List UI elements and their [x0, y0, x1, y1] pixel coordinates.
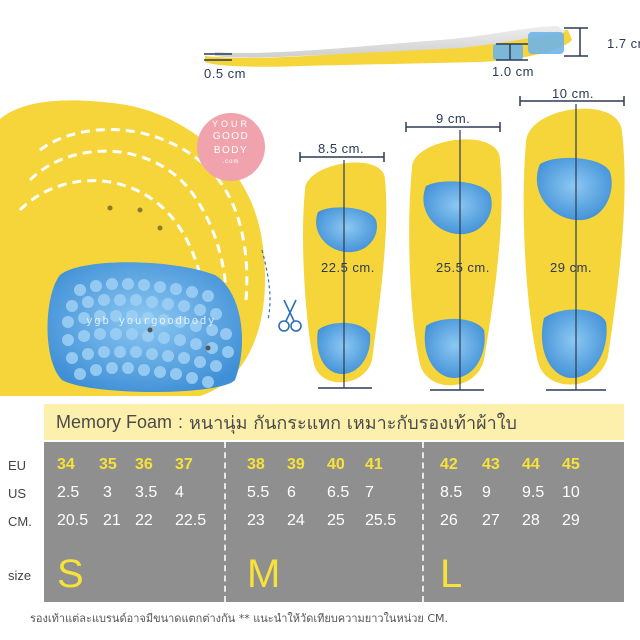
- group-divider: [422, 442, 424, 602]
- insole-closeup: [0, 100, 302, 396]
- cm-size-cell: 25.5: [365, 512, 397, 529]
- size-letter: M: [247, 552, 281, 596]
- logo-line-1: YOUR: [211, 119, 250, 129]
- eu-size-cell: 45: [562, 456, 580, 473]
- row-label-cm: CM.: [8, 514, 32, 529]
- size-letter: L: [440, 552, 463, 596]
- us-size-cell: 9.5: [522, 484, 545, 501]
- insole-3-length: 29 cm.: [550, 260, 593, 275]
- insole-1-width: 8.5 cm.: [318, 141, 365, 156]
- headline-desc: หนานุ่ม กันกระแทก เหมาะกับรองเท้าผ้าใบ: [189, 412, 517, 434]
- insole-2-width: 9 cm.: [436, 111, 471, 126]
- us-size-cell: 3: [103, 484, 112, 501]
- cm-size-cell: 26: [440, 512, 458, 529]
- cm-size-cell: 23: [247, 512, 265, 529]
- feature-headline: Memory Foam : หนานุ่ม กันกระแทก เหมาะกับ…: [44, 404, 624, 440]
- size-letter: S: [57, 552, 84, 596]
- size-chart: 34 35 36 37 2.5 3 3.5 4 20.5 21 22 22.5 …: [44, 442, 624, 602]
- eu-size-cell: 44: [522, 456, 540, 473]
- cm-size-cell: 24: [287, 512, 305, 529]
- eu-size-cell: 42: [440, 456, 458, 473]
- insole-side-profile: [204, 26, 588, 67]
- insole-drawing: [0, 26, 625, 396]
- cm-size-cell: 20.5: [57, 512, 89, 529]
- height-toe-label: 0.5 cm: [204, 66, 247, 81]
- cm-size-cell: 22: [135, 512, 153, 529]
- cm-size-cell: 21: [103, 512, 121, 529]
- logo-line-2: GOOD: [212, 131, 250, 142]
- insole-small: [299, 152, 387, 389]
- eu-size-cell: 40: [327, 456, 345, 473]
- cm-size-cell: 22.5: [175, 512, 207, 529]
- us-size-cell: 9: [482, 484, 491, 501]
- row-label-eu: EU: [8, 458, 27, 473]
- row-label-size: size: [8, 568, 32, 583]
- watermark-text: ygb yourgoodbody: [86, 314, 216, 327]
- headline-label: Memory Foam: [56, 411, 173, 432]
- eu-size-cell: 43: [482, 456, 500, 473]
- row-label-us: US: [8, 486, 27, 501]
- us-size-cell: 5.5: [247, 484, 270, 501]
- headline-sep: :: [178, 411, 184, 432]
- group-divider: [224, 442, 226, 602]
- us-size-cell: 8.5: [440, 484, 463, 501]
- eu-size-cell: 35: [99, 456, 117, 473]
- scissors-icon: [278, 299, 302, 332]
- insole-3-width: 10 cm.: [552, 86, 595, 101]
- insole-medium: [405, 122, 502, 391]
- us-size-cell: 4: [175, 484, 184, 501]
- logo-line-3: BODY: [213, 145, 249, 156]
- us-size-cell: 10: [562, 484, 580, 501]
- eu-size-cell: 41: [365, 456, 383, 473]
- logo-sub: .com: [222, 159, 240, 165]
- eu-size-cell: 34: [57, 456, 75, 473]
- brand-logo: YOUR GOOD BODY .com: [197, 113, 265, 181]
- sizing-footnote: รองเท้าแต่ละแบรนด์อาจมีขนาดแตกต่างกัน **…: [30, 612, 448, 625]
- height-heel-label: 1.7 cm: [607, 36, 640, 51]
- cm-size-cell: 27: [482, 512, 500, 529]
- product-illustration: 1.7 cm 0.5 cm 1.0 cm YOUR GOOD BODY .com…: [0, 26, 640, 396]
- us-size-cell: 6.5: [327, 484, 350, 501]
- eu-size-cell: 36: [135, 456, 153, 473]
- eu-size-cell: 38: [247, 456, 265, 473]
- cm-size-cell: 25: [327, 512, 345, 529]
- height-arch-label: 1.0 cm: [492, 64, 535, 79]
- cm-size-cell: 28: [522, 512, 540, 529]
- insole-1-length: 22.5 cm.: [321, 260, 375, 275]
- us-size-cell: 2.5: [57, 484, 80, 501]
- eu-size-cell: 37: [175, 456, 193, 473]
- cm-size-cell: 29: [562, 512, 580, 529]
- us-size-cell: 3.5: [135, 484, 158, 501]
- eu-size-cell: 39: [287, 456, 305, 473]
- insole-large: [519, 96, 625, 391]
- us-size-cell: 7: [365, 484, 374, 501]
- us-size-cell: 6: [287, 484, 296, 501]
- insole-2-length: 25.5 cm.: [436, 260, 490, 275]
